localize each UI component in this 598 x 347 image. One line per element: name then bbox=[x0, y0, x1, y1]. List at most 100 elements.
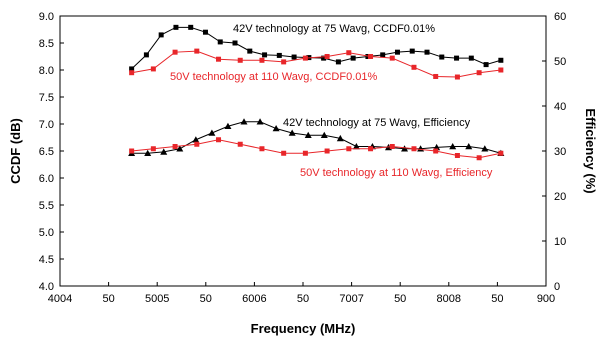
data-point bbox=[465, 143, 473, 150]
data-point bbox=[288, 129, 296, 136]
y-tick-label: 6.0 bbox=[39, 173, 54, 185]
y-tick-label: 5.5 bbox=[39, 200, 54, 212]
data-point bbox=[401, 145, 409, 152]
data-point bbox=[129, 70, 135, 76]
data-point bbox=[336, 134, 344, 142]
data-point bbox=[409, 48, 415, 54]
data-point bbox=[259, 146, 265, 152]
data-point bbox=[172, 144, 178, 149]
data-point bbox=[454, 153, 460, 158]
data-point bbox=[449, 143, 457, 150]
y-tick-label: 5.0 bbox=[39, 227, 54, 239]
data-point bbox=[208, 129, 216, 136]
data-point bbox=[468, 55, 474, 61]
data-point bbox=[476, 155, 482, 161]
data-point bbox=[158, 32, 164, 38]
x-tick-label: 50 bbox=[394, 293, 406, 305]
data-point bbox=[302, 150, 308, 156]
right-axis-ticks: 0 10 20 30 40 50 60 bbox=[542, 11, 566, 293]
data-point bbox=[389, 55, 395, 61]
y-tick-label: 4.0 bbox=[39, 281, 54, 293]
data-point bbox=[346, 50, 352, 56]
x-tick-label: 5005 bbox=[145, 293, 169, 305]
y-tick-label: 7.5 bbox=[39, 92, 54, 104]
series-annotation: 42V technology at 75 Wavg, CCDF0.01% bbox=[233, 23, 435, 35]
data-point bbox=[216, 137, 222, 143]
data-point bbox=[320, 131, 328, 139]
y-tick-label: 8.5 bbox=[39, 38, 54, 50]
data-point bbox=[237, 57, 243, 63]
data-point bbox=[433, 148, 439, 154]
data-point bbox=[232, 40, 238, 46]
data-point bbox=[335, 59, 341, 65]
data-point bbox=[476, 70, 482, 76]
y-tick-label: 9.0 bbox=[39, 11, 54, 23]
data-point bbox=[321, 55, 327, 61]
data-point bbox=[188, 24, 194, 30]
data-point bbox=[411, 146, 417, 152]
data-point bbox=[291, 54, 297, 60]
data-point bbox=[129, 66, 135, 72]
data-point bbox=[202, 29, 208, 35]
data-point bbox=[217, 39, 223, 45]
data-point bbox=[302, 55, 308, 61]
data-point bbox=[389, 144, 395, 149]
x-tick-label: 6006 bbox=[242, 293, 266, 305]
y-tick-label: 7.0 bbox=[39, 119, 54, 131]
y2-tick-label: 20 bbox=[554, 191, 566, 203]
y-axis-label: CCDF (dB) bbox=[8, 118, 23, 184]
data-point bbox=[281, 150, 287, 156]
data-point bbox=[380, 52, 386, 58]
data-point bbox=[160, 148, 168, 155]
data-point bbox=[346, 146, 352, 152]
series-2 bbox=[129, 48, 504, 80]
y2-tick-label: 0 bbox=[554, 281, 560, 293]
y2-tick-label: 40 bbox=[554, 101, 566, 113]
data-point bbox=[439, 54, 445, 60]
annotation-group: 42V technology at 75 Wavg, CCDF0.01% 50V … bbox=[170, 23, 493, 179]
series-line bbox=[131, 50, 501, 78]
data-point bbox=[272, 125, 280, 132]
data-point bbox=[173, 24, 179, 30]
series-line bbox=[131, 139, 501, 159]
data-point bbox=[498, 57, 504, 63]
data-point bbox=[172, 49, 178, 55]
data-point bbox=[281, 59, 287, 65]
series-annotation: 42V technology at 75 Wavg, Efficiency bbox=[283, 117, 471, 129]
data-point bbox=[240, 118, 248, 125]
y2-tick-label: 10 bbox=[554, 236, 566, 248]
x-tick-label: 900 bbox=[537, 293, 555, 305]
x-tick-label: 50 bbox=[491, 293, 503, 305]
data-point bbox=[424, 49, 430, 55]
data-point bbox=[350, 55, 356, 61]
x-tick-label: 50 bbox=[102, 293, 114, 305]
data-point bbox=[247, 48, 253, 54]
data-point bbox=[498, 150, 504, 156]
data-point bbox=[150, 66, 156, 72]
data-point bbox=[259, 57, 265, 63]
data-point bbox=[368, 54, 374, 59]
y2-tick-label: 50 bbox=[554, 56, 566, 68]
x-tick-label: 8008 bbox=[437, 293, 461, 305]
data-point bbox=[498, 67, 504, 73]
x-tick-label: 7007 bbox=[339, 293, 363, 305]
data-point bbox=[324, 148, 330, 154]
data-point bbox=[237, 141, 243, 147]
data-point bbox=[192, 136, 200, 143]
data-point bbox=[454, 55, 460, 61]
data-point bbox=[194, 48, 200, 54]
y-tick-label: 6.5 bbox=[39, 146, 54, 158]
data-point bbox=[194, 141, 200, 147]
data-point bbox=[411, 64, 417, 70]
data-point bbox=[262, 52, 268, 58]
x-tick-label: 4004 bbox=[48, 293, 72, 305]
y2-axis-label: Efficiency (%) bbox=[583, 108, 598, 193]
left-axis-ticks: 4.0 4.5 5.0 5.5 6.0 6.5 7.0 7.5 8.0 8.5 9.0 bbox=[39, 11, 64, 293]
data-point bbox=[352, 143, 360, 150]
series-annotation: 50V technology at 110 Wavg, CCDF0.01% bbox=[170, 71, 377, 83]
data-point bbox=[129, 148, 135, 154]
y2-tick-label: 30 bbox=[554, 146, 566, 158]
data-point bbox=[368, 146, 374, 152]
